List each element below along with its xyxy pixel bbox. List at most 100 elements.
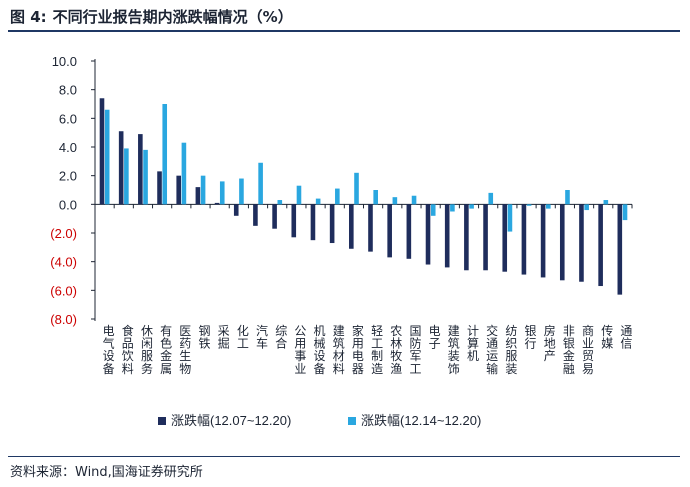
bar-series2 (469, 204, 474, 209)
category-label: 钢铁 (198, 324, 210, 351)
bar-series1 (617, 204, 623, 295)
bar-series2 (430, 204, 436, 216)
y-tick-label: 0.0 (59, 197, 77, 212)
bar-series2 (181, 142, 187, 205)
bar-series1 (464, 204, 469, 271)
y-tick-label: (2.0) (50, 226, 77, 241)
category-label: 通信 (620, 324, 632, 351)
figure-title: 图 4: 不同行业报告期内涨跌幅情况（%） (10, 6, 293, 27)
bar-series1 (176, 175, 182, 205)
bar-series2 (104, 109, 110, 205)
legend-label-series1: 涨跌幅(12.07~12.20) (171, 413, 291, 428)
y-tick-label: (8.0) (50, 312, 77, 327)
bar-series2 (373, 190, 378, 205)
category-label: 银行 (525, 324, 537, 351)
legend-swatch-series1 (158, 417, 166, 425)
bar-series1 (329, 204, 335, 244)
chart-title: 不同行业报告期内涨跌幅情况（%） (52, 8, 293, 26)
bar-series2 (411, 195, 417, 205)
bar-series2 (488, 192, 494, 205)
legend-label-series2: 涨跌幅(12.14~12.20) (361, 413, 481, 428)
bar-series1 (291, 204, 297, 238)
category-label: 机械设备 (314, 324, 326, 376)
bar-series1 (406, 204, 412, 259)
bar-series1 (349, 204, 354, 249)
category-label: 商业贸易 (582, 323, 594, 376)
bar-series1 (138, 134, 143, 205)
bar-series2 (315, 198, 321, 205)
bottom-rule (8, 456, 680, 457)
bar-series1 (559, 204, 565, 281)
y-tick-label: 8.0 (59, 83, 77, 98)
figure-number: 图 4: (10, 8, 47, 26)
bar-series1 (214, 202, 220, 205)
bar-series1 (272, 204, 277, 229)
bar-series2 (296, 185, 302, 205)
bar-series2 (200, 175, 206, 205)
bar-series2 (622, 204, 628, 221)
bar-series2 (603, 200, 609, 205)
bar-series1 (502, 204, 508, 272)
category-label: 轻工制造 (371, 324, 383, 376)
y-tick-label: 10.0 (52, 54, 77, 69)
bar-series1 (368, 204, 373, 252)
bar-series1 (598, 204, 603, 287)
bar-series1 (233, 204, 239, 216)
bar-series1 (425, 204, 431, 265)
bar-series1 (444, 204, 450, 268)
category-label: 采掘 (218, 324, 230, 351)
category-label: 有色金属 (160, 324, 172, 376)
bar-series1 (99, 98, 105, 205)
bar-series1 (195, 187, 201, 205)
top-rule (8, 30, 680, 32)
source-note: 资料来源：Wind,国海证券研究所 (10, 465, 203, 480)
bar-series2 (143, 149, 148, 205)
category-label: 传媒 (601, 323, 613, 351)
bar-series2 (162, 104, 168, 205)
bar-series1 (540, 204, 546, 278)
bar-series1 (521, 204, 527, 275)
bar-series2 (258, 162, 263, 205)
category-label: 家用电器 (352, 323, 364, 376)
bar-series1 (310, 204, 316, 241)
category-label: 食品饮料 (122, 323, 134, 376)
category-label: 非银金融 (563, 324, 575, 376)
bar-series2 (526, 204, 532, 206)
bar-series2 (584, 204, 589, 211)
bar-series1 (253, 204, 258, 226)
category-label: 建筑装饰 (448, 324, 460, 376)
bar-series1 (157, 171, 162, 205)
category-label: 综合 (275, 324, 287, 351)
bar-series1 (579, 204, 584, 282)
bar-series1 (118, 131, 124, 205)
y-tick-label: (4.0) (50, 255, 77, 270)
y-tick-label: 2.0 (59, 169, 77, 184)
category-label: 纺织服装 (505, 324, 517, 376)
category-label: 医药生物 (179, 324, 191, 376)
category-label: 休闲服务 (141, 324, 153, 376)
bar-series2 (219, 181, 225, 205)
category-label: 汽车 (256, 323, 268, 351)
legend-swatch-series2 (348, 417, 356, 425)
bar-series2 (124, 148, 129, 205)
bar-series2 (335, 188, 340, 205)
y-tick-label: (6.0) (50, 283, 77, 298)
category-label: 化工 (237, 324, 249, 351)
category-label: 国防军工 (409, 324, 421, 376)
bar-series2 (507, 204, 513, 232)
category-label: 电气设备 (103, 324, 115, 376)
bar-chart: 10.0 8.0 6.0 4.0 2.0 0.0 (2.0) (4.0) (6.0) (8.0) 电… (50, 54, 633, 428)
y-tick-label: 4.0 (59, 140, 77, 155)
category-label: 农林牧渔 (390, 324, 402, 376)
bar-series1 (483, 204, 488, 271)
y-tick-label: 6.0 (59, 111, 77, 126)
bar-series2 (392, 197, 398, 205)
bar-series2 (545, 204, 551, 209)
bar-series1 (387, 204, 392, 258)
category-label: 建筑材料 (333, 324, 345, 376)
bar-series2 (239, 178, 244, 205)
category-label: 交通运输 (486, 323, 498, 376)
bar-series2 (450, 204, 455, 212)
category-label: 计算机 (467, 324, 479, 363)
bar-series2 (354, 172, 359, 205)
